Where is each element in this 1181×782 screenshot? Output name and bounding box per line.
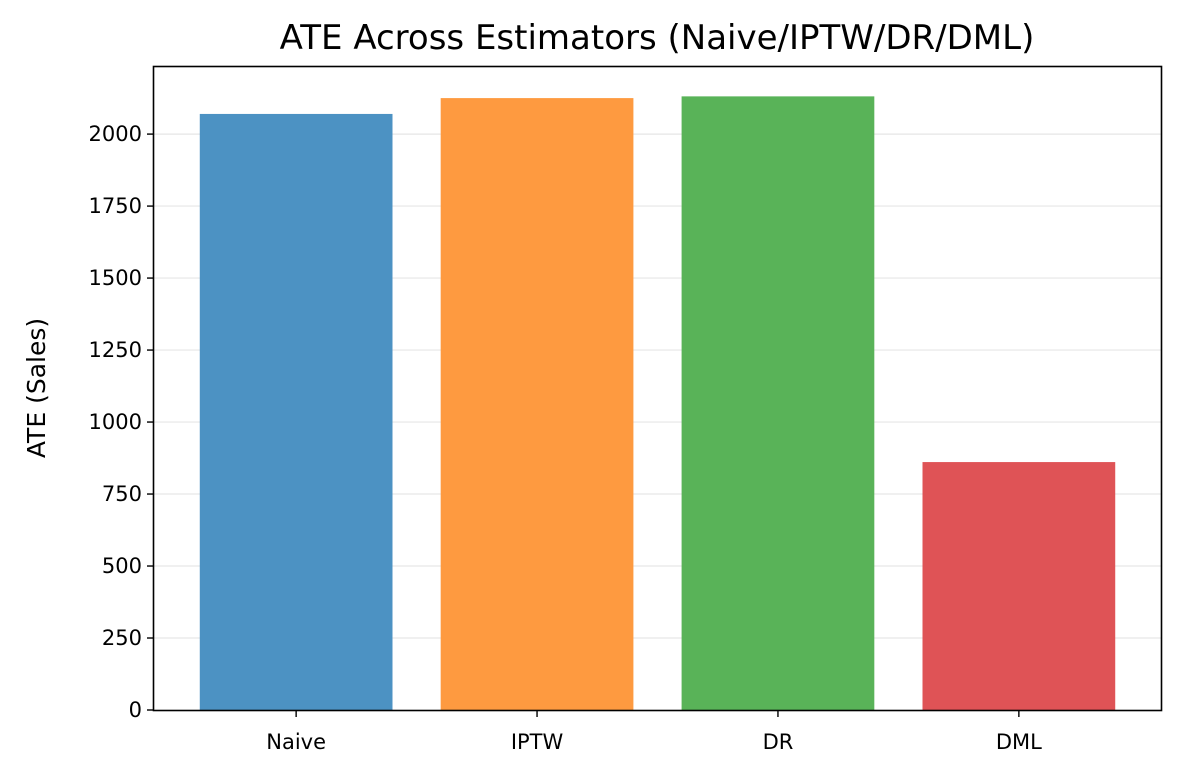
x-tick-label-dml: DML: [996, 730, 1042, 754]
y-tick-label: 2000: [89, 122, 142, 146]
y-tick-label: 1250: [89, 338, 142, 362]
plot-frame: [152, 65, 1163, 712]
bar-naive: [199, 113, 393, 711]
bar-dml: [922, 462, 1116, 710]
y-tick-label: 1500: [89, 266, 142, 290]
chart-title: ATE Across Estimators (Naive/IPTW/DR/DML…: [280, 18, 1035, 58]
y-tick-label: 750: [102, 482, 142, 506]
x-tick-label-iptw: IPTW: [511, 730, 564, 754]
y-tick-label: 1000: [89, 410, 142, 434]
x-tick-label-dr: DR: [763, 730, 794, 754]
y-axis-ticks: 0 250 500 750 1000 1250 1500 1750 2000: [89, 122, 154, 722]
y-tick-label: 1750: [89, 194, 142, 218]
y-axis-label: ATE (Sales): [22, 318, 51, 458]
y-tick-label: 250: [102, 626, 142, 650]
y-tick-label: 500: [102, 554, 142, 578]
bars: [199, 96, 1116, 711]
x-axis-ticks: Naive IPTW DR DML: [266, 710, 1042, 754]
bar-dr: [681, 96, 875, 711]
y-tick-label: 0: [129, 698, 142, 722]
bar-iptw: [440, 98, 634, 710]
x-tick-label-naive: Naive: [266, 730, 326, 754]
